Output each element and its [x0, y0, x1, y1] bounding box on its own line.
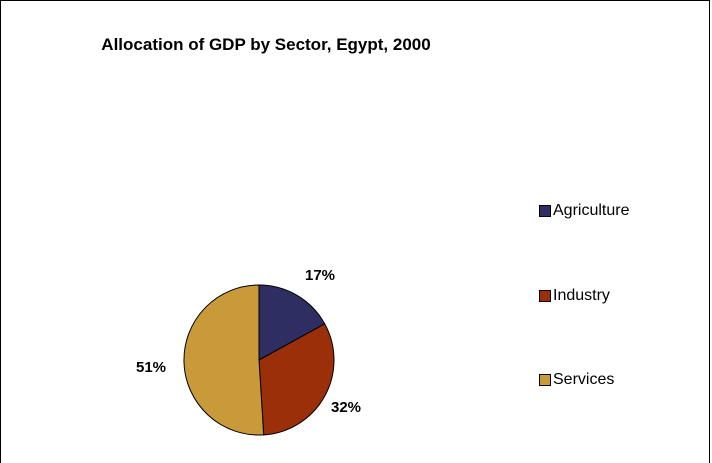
legend-swatch-services — [539, 374, 551, 386]
pie-slice-services — [183, 284, 265, 436]
legend-item-services: Services — [539, 371, 614, 389]
data-label-industry: 32% — [331, 399, 361, 416]
data-label-services: 51% — [136, 359, 166, 376]
legend-item-industry: Industry — [539, 287, 610, 305]
legend-label-industry: Industry — [553, 287, 610, 304]
pie-slice-agriculture — [258, 284, 326, 361]
legend-item-agriculture: Agriculture — [539, 202, 629, 220]
data-label-agriculture: 17% — [305, 267, 335, 284]
legend-swatch-industry — [539, 290, 551, 302]
pie-slice-industry — [258, 323, 335, 436]
chart-title: Allocation of GDP by Sector, Egypt, 2000 — [101, 35, 431, 54]
legend-label-agriculture: Agriculture — [553, 202, 630, 219]
legend-label-services: Services — [553, 371, 615, 388]
legend-swatch-agriculture — [539, 205, 551, 217]
